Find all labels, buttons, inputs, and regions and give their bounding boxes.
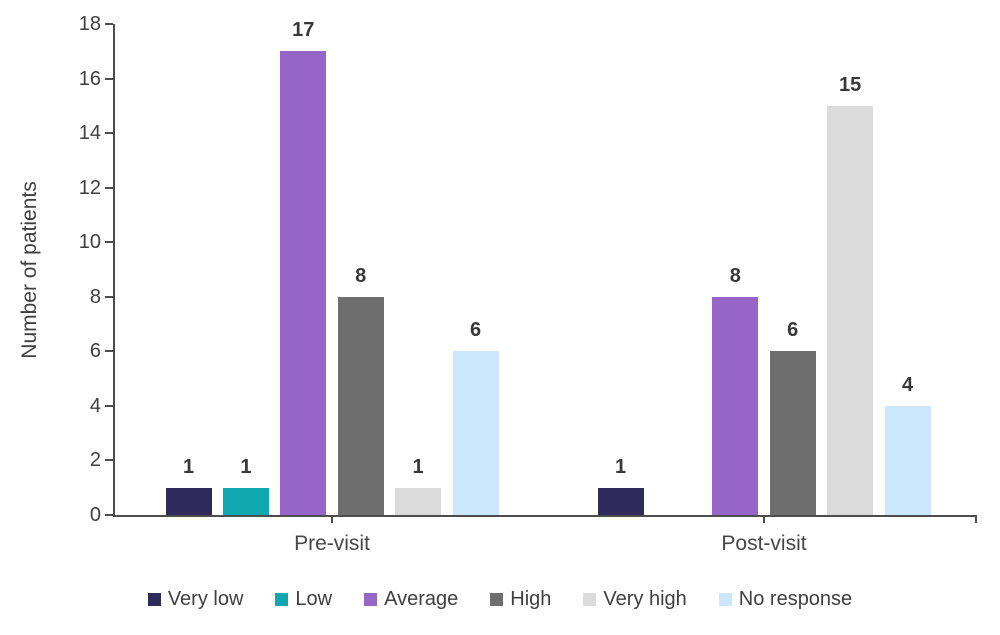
- y-tick-mark-4: [105, 404, 113, 407]
- data-label-no-response-post-visit: 4: [901, 373, 914, 396]
- bar-high-post-visit: [769, 351, 816, 515]
- y-tick-label-18: 18: [78, 13, 101, 35]
- bar-low-pre-visit: [222, 487, 269, 515]
- legend-swatch-average: [364, 593, 378, 606]
- y-tick-mark-10: [105, 241, 113, 244]
- legend-item-very-high: Very high: [583, 588, 687, 611]
- x-axis-end-tick: [975, 515, 977, 523]
- x-tick-mark-pre-visit: [331, 515, 333, 523]
- data-label-very-low-post-visit: 1: [614, 455, 627, 478]
- category-label-pre-visit: Pre-visit: [294, 532, 370, 555]
- plot-area: 0 2 4 6 8 10 12 14 16 18 1 1 17 8 1 6 Pre-visit 1 8 6 15 4 Pos…: [79, 14, 977, 555]
- y-tick-mark-16: [105, 77, 113, 80]
- data-label-very-high-pre-visit: 1: [412, 455, 424, 478]
- category-label-post-visit: Post-visit: [721, 532, 807, 555]
- y-tick-label-6: 6: [89, 340, 101, 363]
- bar-high-pre-visit: [337, 296, 384, 515]
- bar-average-post-visit: [712, 296, 759, 515]
- legend-label-no-response: No response: [738, 588, 853, 610]
- data-label-average-post-visit: 8: [729, 264, 741, 287]
- legend-swatch-no-response: [718, 593, 732, 606]
- legend-item-no-response: No response: [718, 588, 853, 611]
- y-tick-label-10: 10: [78, 231, 101, 254]
- legend-label-average: Average: [384, 588, 459, 610]
- y-tick-mark-2: [105, 459, 113, 462]
- y-tick-label-12: 12: [78, 176, 101, 199]
- legend-label-very-low: Very low: [167, 588, 244, 610]
- legend-item-low: Low: [275, 588, 332, 611]
- bar-very-low-pre-visit: [165, 487, 212, 515]
- data-label-high-post-visit: 6: [787, 319, 799, 342]
- bar-very-high-post-visit: [827, 105, 874, 515]
- legend-item-very-low: Very low: [147, 588, 244, 611]
- data-label-high-pre-visit: 8: [355, 264, 367, 287]
- legend: Very low Low Average High Very high No respon…: [0, 588, 1000, 611]
- data-label-very-high-post-visit: 15: [838, 73, 862, 96]
- legend-swatch-high: [490, 593, 504, 606]
- y-tick-label-14: 14: [78, 122, 101, 145]
- bar-no-response-pre-visit: [452, 351, 499, 515]
- y-tick-label-16: 16: [78, 67, 101, 90]
- data-label-low-pre-visit: 1: [240, 455, 252, 478]
- legend-label-low: Low: [295, 588, 333, 610]
- bar-average-pre-visit: [280, 51, 327, 515]
- legend-label-very-high: Very high: [603, 588, 687, 610]
- legend-swatch-very-low: [147, 593, 161, 606]
- y-axis-title: Number of patients: [18, 181, 41, 359]
- bar-very-low-post-visit: [597, 487, 644, 515]
- legend-swatch-very-high: [583, 593, 597, 606]
- data-label-average-pre-visit: 17: [292, 19, 315, 42]
- y-tick-label-2: 2: [89, 449, 101, 472]
- legend-item-high: High: [490, 588, 551, 611]
- legend-item-average: Average: [364, 588, 458, 611]
- y-tick-mark-12: [105, 186, 113, 189]
- y-tick-mark-8: [105, 295, 113, 298]
- y-tick-label-4: 4: [89, 394, 101, 417]
- y-tick-label-8: 8: [89, 285, 101, 308]
- legend-swatch-low: [275, 593, 289, 606]
- y-tick-label-0: 0: [89, 504, 101, 526]
- x-tick-mark-post-visit: [763, 515, 765, 523]
- data-label-very-low-pre-visit: 1: [182, 455, 195, 478]
- y-tick-mark-6: [105, 350, 113, 353]
- legend-label-high: High: [510, 588, 552, 610]
- y-tick-mark-0: [105, 514, 113, 516]
- bar-no-response-post-visit: [884, 405, 931, 515]
- y-tick-mark-14: [105, 132, 113, 135]
- y-tick-mark-18: [105, 23, 113, 25]
- bar-very-high-pre-visit: [395, 487, 442, 515]
- data-label-no-response-pre-visit: 6: [469, 319, 482, 342]
